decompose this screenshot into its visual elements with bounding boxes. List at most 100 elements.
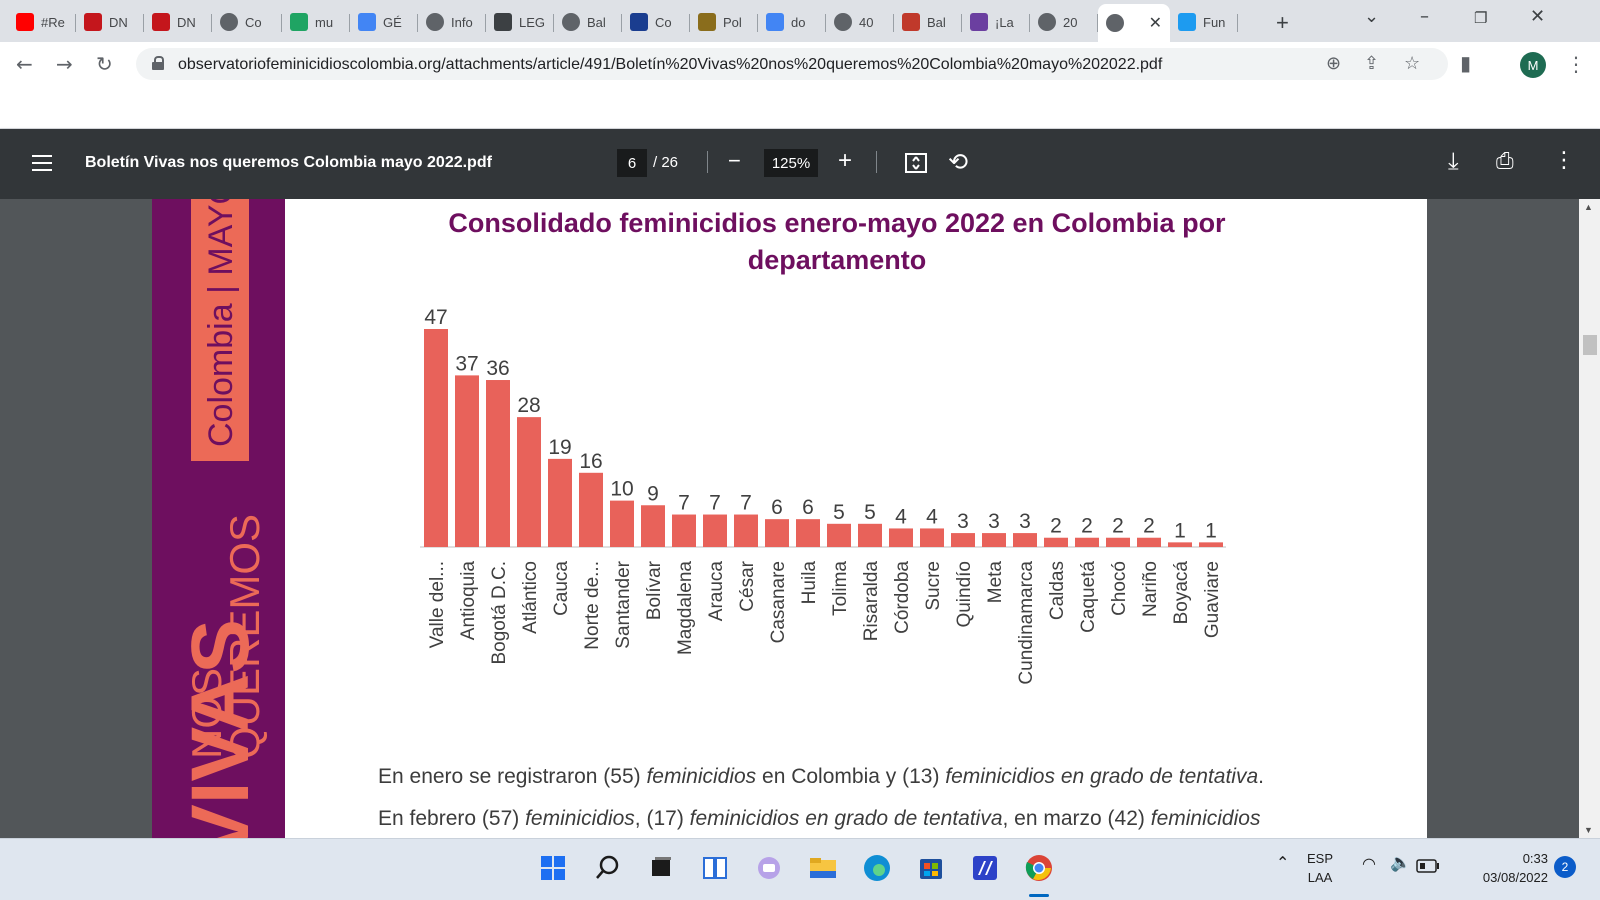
windows-start-icon[interactable] — [536, 851, 570, 885]
print-icon[interactable]: ⎙ — [1496, 149, 1514, 174]
tab-label: Bal — [927, 14, 946, 30]
tab-divider — [1097, 14, 1098, 32]
reload-button[interactable]: ↻ — [96, 52, 113, 76]
search-icon[interactable] — [590, 851, 624, 885]
site-icon — [630, 13, 648, 31]
fit-page-icon[interactable] — [904, 152, 928, 174]
tab-divider — [417, 14, 418, 32]
bar — [672, 514, 696, 547]
avatar[interactable]: M — [1520, 52, 1546, 78]
share-icon[interactable]: ⇪ — [1364, 53, 1380, 74]
volume-icon[interactable]: 🔈 — [1390, 853, 1412, 873]
lock-icon — [152, 56, 164, 70]
globe-icon — [1038, 13, 1056, 31]
bar — [1137, 537, 1161, 547]
address-bar[interactable]: observatoriofeminicidioscolombia.org/att… — [136, 48, 1448, 80]
category-label: Caquetá — [1078, 561, 1099, 633]
site-icon — [970, 13, 988, 31]
browser-tab[interactable]: Fun — [1170, 7, 1238, 37]
zoom-out-icon[interactable]: − — [728, 148, 741, 173]
browser-tab[interactable]: Info — [418, 7, 486, 37]
browser-tab[interactable]: LEG — [486, 7, 554, 37]
site-icon — [494, 13, 512, 31]
divider — [876, 151, 877, 173]
close-tab-icon[interactable]: ✕ — [1148, 15, 1162, 32]
category-label: Quindío — [954, 561, 975, 628]
restore-button[interactable]: ❐ — [1474, 9, 1488, 27]
scroll-thumb[interactable] — [1583, 335, 1597, 355]
tab-search-icon[interactable]: ⌄ — [1364, 6, 1380, 27]
task-view-icon[interactable] — [644, 851, 678, 885]
minimize-button[interactable]: – — [1420, 6, 1429, 27]
browser-tab[interactable]: Bal — [894, 7, 962, 37]
store-icon[interactable] — [914, 851, 948, 885]
paragraph-1: En enero se registraron (55) feminicidio… — [378, 765, 1264, 789]
close-window-button[interactable]: ✕ — [1530, 6, 1546, 27]
side-panel-icon[interactable]: ▮ — [1460, 51, 1472, 75]
zoom-level-input[interactable]: 125% — [764, 149, 818, 177]
notification-badge[interactable]: 2 — [1554, 856, 1576, 878]
language-indicator[interactable]: ESP LAA — [1307, 851, 1334, 885]
browser-tab[interactable]: ✕ — [1098, 4, 1170, 42]
italic-term: feminicidios — [1150, 807, 1261, 830]
rotate-icon[interactable]: ⟲ — [948, 148, 969, 176]
tab-label: do — [791, 14, 806, 30]
browser-tab[interactable]: Co — [212, 7, 282, 37]
tab-label: DN — [109, 14, 128, 30]
browser-tab[interactable]: DN — [144, 7, 212, 37]
pdf-viewport[interactable]: Colombia | MAYO NOS QUEREMOS VIVAS Conso… — [0, 199, 1600, 838]
text-run: , en marzo (42) — [1002, 807, 1151, 830]
browser-tab[interactable]: DN — [76, 7, 144, 37]
category-label: Cundinamarca — [1016, 561, 1037, 685]
tab-divider — [349, 14, 350, 32]
italic-term: feminicidios en grado de tentativa — [945, 765, 1259, 788]
zoom-in-icon[interactable]: + — [838, 147, 853, 174]
zoom-icon[interactable]: ⊕ — [1326, 53, 1342, 74]
clock[interactable]: 0:33 03/08/2022 — [1482, 851, 1548, 885]
browser-tab[interactable]: ¡La — [962, 7, 1030, 37]
widgets-icon[interactable] — [698, 851, 732, 885]
bar — [889, 528, 913, 547]
browser-tab[interactable]: 40 — [826, 7, 894, 37]
browser-tab[interactable]: Bal — [554, 7, 622, 37]
browser-tab[interactable]: Pol — [690, 7, 758, 37]
url-text[interactable]: observatoriofeminicidioscolombia.org/att… — [178, 56, 1163, 73]
browser-tab[interactable]: 20 — [1030, 7, 1098, 37]
bar — [920, 528, 944, 547]
globe-icon — [220, 13, 238, 31]
browser-tab[interactable]: do — [758, 7, 826, 37]
new-tab-button[interactable]: + — [1276, 10, 1289, 35]
hamburger-menu-icon[interactable] — [32, 155, 52, 171]
page-number-input[interactable]: 6 — [617, 149, 647, 177]
scroll-up-icon[interactable]: ▲ — [1584, 202, 1593, 212]
data-label: 7 — [740, 492, 752, 515]
globe-icon — [426, 13, 444, 31]
chrome-icon[interactable] — [1022, 851, 1056, 885]
wifi-icon[interactable]: ◠ — [1362, 854, 1376, 873]
browser-tab[interactable]: Co — [622, 7, 690, 37]
file-explorer-icon[interactable] — [806, 851, 840, 885]
more-options-icon[interactable]: ⋮ — [1553, 148, 1575, 173]
vertical-scrollbar[interactable]: ▲ ▼ — [1579, 199, 1600, 838]
browser-tab[interactable]: GÉ — [350, 7, 418, 37]
tray-chevron-icon[interactable]: ⌃ — [1276, 853, 1290, 872]
google-icon — [766, 13, 784, 31]
battery-icon[interactable] — [1416, 859, 1440, 873]
text-run: En enero se registraron (55) — [378, 765, 647, 788]
app-icon[interactable] — [968, 851, 1002, 885]
tab-label: #Re — [41, 14, 65, 30]
data-label: 4 — [926, 505, 938, 528]
toolbar-spacer — [0, 86, 1600, 129]
scroll-down-icon[interactable]: ▼ — [1584, 825, 1593, 835]
browser-tab[interactable]: #Re — [8, 7, 76, 37]
bookmark-star-icon[interactable]: ☆ — [1404, 53, 1421, 74]
download-icon[interactable]: ⤓ — [1448, 147, 1459, 175]
browser-menu-icon[interactable]: ⋮ — [1566, 52, 1586, 76]
edge-icon[interactable] — [860, 851, 894, 885]
chat-icon[interactable] — [752, 851, 786, 885]
browser-tab[interactable]: mu — [282, 7, 350, 37]
data-label: 9 — [647, 482, 659, 505]
back-button[interactable]: ← — [16, 52, 33, 76]
tab-label: DN — [177, 14, 196, 30]
forward-button[interactable]: → — [56, 52, 73, 76]
